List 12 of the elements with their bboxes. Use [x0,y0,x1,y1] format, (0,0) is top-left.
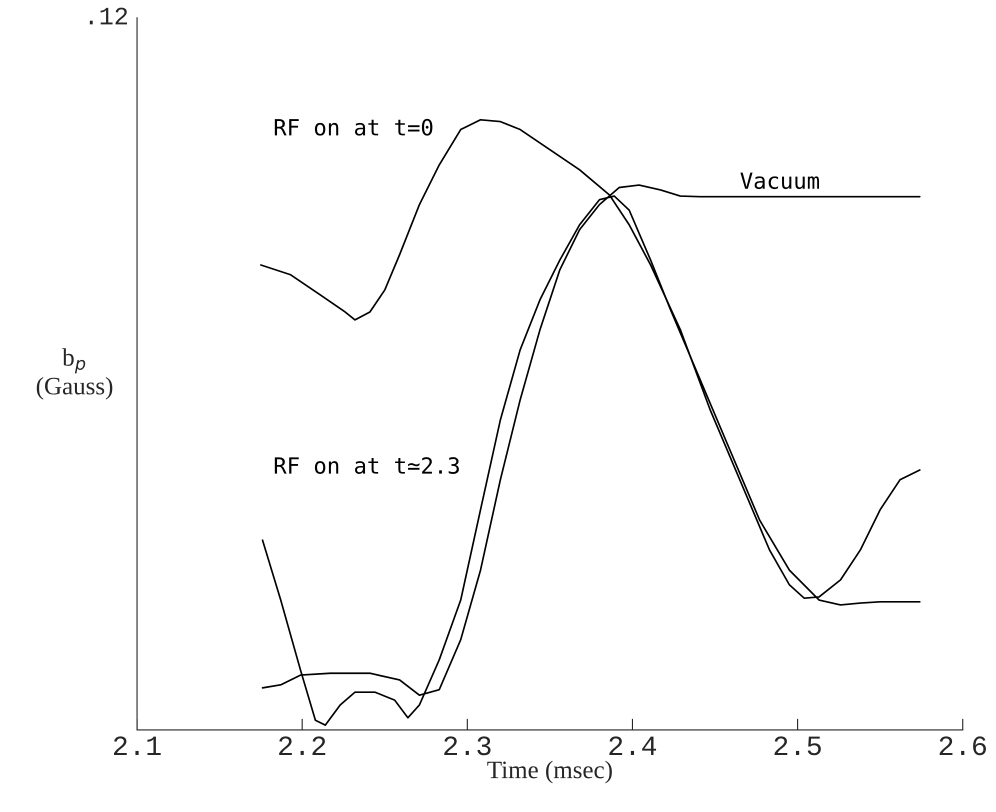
x-tick-label: 2.2 [279,736,326,755]
series-label: RF on at t≃2.3 [274,457,459,474]
series-label: RF on at t=0 [274,118,432,136]
series-label: Vacuum [740,172,820,190]
x-axis-title: Time (msec) [487,760,612,784]
x-tick-label: 2.4 [609,736,656,755]
y-axis-title: b$_{p}$ (Gauss) [36,348,112,400]
text: .12 [90,8,128,24]
x-tick-label: 2.1 [114,736,161,755]
x-tick-label: 2.6 [940,736,986,756]
x-tick-label: 2.5 [774,736,821,756]
x-tick-label: 2.3 [444,736,491,756]
